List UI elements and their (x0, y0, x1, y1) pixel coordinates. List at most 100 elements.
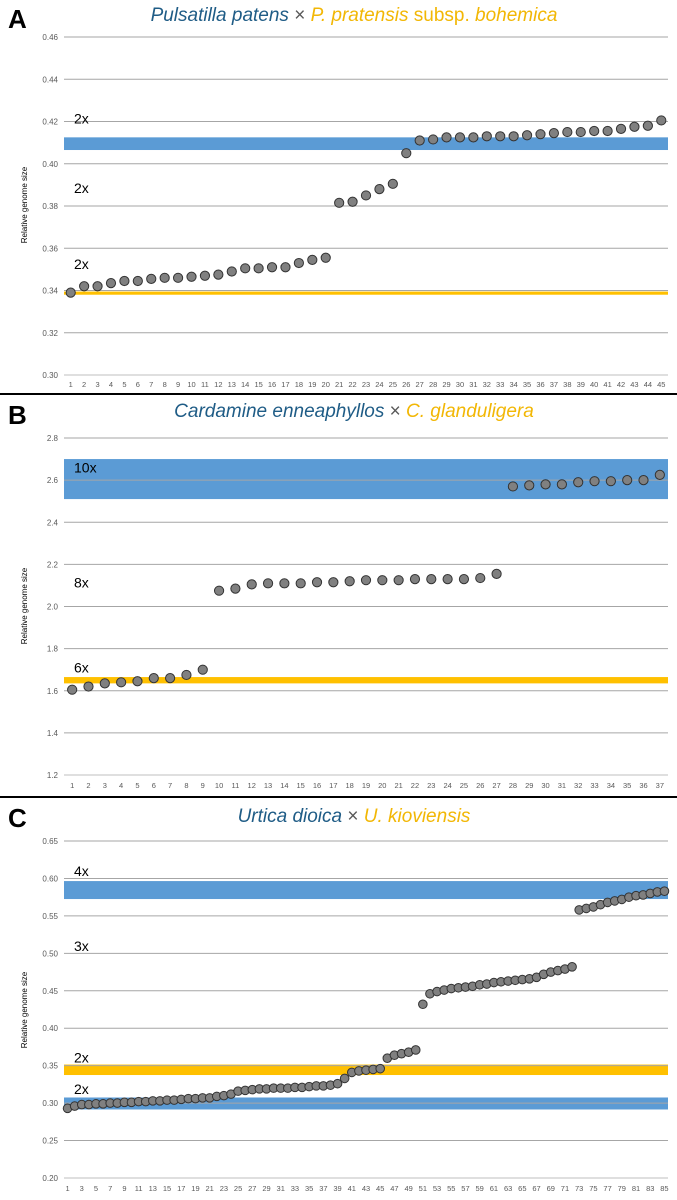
x-tick-label: 41 (348, 1184, 356, 1193)
y-tick-label: 1.4 (47, 729, 59, 738)
ploidy-band-yellow-1 (64, 291, 668, 295)
x-tick-label: 17 (281, 380, 289, 389)
x-tick-label: 11 (201, 380, 209, 389)
x-tick-label: 81 (632, 1184, 640, 1193)
x-tick-label: 9 (122, 1184, 126, 1193)
x-tick-label: 77 (603, 1184, 611, 1193)
x-tick-label: 7 (168, 781, 172, 790)
x-tick-label: 18 (295, 380, 303, 389)
x-tick-label: 21 (205, 1184, 213, 1193)
data-point (605, 476, 616, 487)
x-tick-label: 12 (214, 380, 222, 389)
data-point (418, 999, 428, 1010)
data-point (468, 132, 479, 143)
data-point (119, 275, 130, 287)
y-tick-label: 0.35 (42, 1062, 58, 1071)
x-tick-label: 34 (509, 380, 517, 389)
data-point (311, 577, 323, 588)
y-tick-label: 0.25 (42, 1137, 58, 1146)
x-tick-label: 7 (108, 1184, 112, 1193)
y-tick-label: 0.30 (42, 1099, 58, 1108)
ploidy-band-blue-0 (64, 459, 668, 500)
x-tick-label: 28 (429, 380, 437, 389)
x-tick-label: 35 (623, 781, 631, 790)
y-tick-label: 0.46 (42, 33, 58, 42)
x-tick-label: 10 (215, 781, 223, 790)
data-point (491, 568, 502, 579)
y-axis-label: Relative genome size (20, 166, 29, 243)
x-tick-label: 1 (69, 380, 73, 389)
x-tick-label: 31 (277, 1184, 285, 1193)
x-tick-label: 37 (319, 1184, 327, 1193)
data-point (521, 130, 533, 141)
data-point (401, 148, 412, 159)
data-point (213, 585, 225, 596)
x-tick-label: 63 (504, 1184, 512, 1193)
data-point (199, 270, 211, 281)
data-point (659, 886, 670, 896)
x-tick-label: 24 (443, 781, 451, 790)
data-point (186, 271, 197, 282)
data-point (344, 576, 355, 587)
data-point (226, 266, 237, 277)
x-tick-label: 27 (248, 1184, 256, 1193)
y-tick-label: 0.32 (42, 329, 58, 338)
data-point (279, 578, 290, 589)
data-point (524, 480, 535, 491)
x-tick-label: 5 (122, 380, 126, 389)
data-point (495, 131, 506, 142)
ploidy-annotation: 4x (74, 863, 89, 879)
x-tick-label: 25 (389, 380, 397, 389)
x-tick-label: 5 (135, 781, 139, 790)
x-tick-label: 6 (136, 380, 140, 389)
y-tick-label: 0.50 (42, 949, 58, 958)
y-tick-label: 2.2 (47, 560, 59, 569)
x-tick-label: 4 (119, 781, 123, 790)
chart-panel-b: B Cardamine enneaphyllos × C. glanduliger… (8, 400, 668, 790)
data-point (589, 125, 600, 137)
x-tick-label: 31 (469, 380, 477, 389)
data-point (374, 184, 385, 195)
x-tick-label: 4 (109, 380, 113, 389)
y-tick-label: 0.20 (42, 1174, 58, 1183)
x-tick-label: 13 (228, 380, 236, 389)
data-point (638, 475, 649, 486)
chart-title-part-3: subsp. (408, 5, 475, 26)
x-tick-label: 19 (308, 380, 316, 389)
y-tick-label: 0.44 (42, 75, 58, 84)
data-point (360, 190, 372, 201)
y-tick-label: 2.4 (47, 518, 59, 527)
x-tick-label: 28 (509, 781, 517, 790)
x-tick-label: 47 (390, 1184, 398, 1193)
x-tick-label: 25 (234, 1184, 242, 1193)
x-tick-label: 43 (362, 1184, 370, 1193)
data-point (240, 263, 251, 274)
data-point (656, 115, 667, 126)
x-tick-label: 1 (65, 1184, 69, 1193)
ploidy-annotation: 2x (74, 256, 89, 272)
data-point (387, 178, 398, 189)
data-point (79, 281, 90, 292)
data-point (508, 131, 519, 142)
x-tick-label: 83 (646, 1184, 654, 1193)
x-tick-label: 22 (411, 781, 419, 790)
chart-title: Cardamine enneaphyllos × C. glanduligera (174, 401, 534, 422)
x-tick-label: 19 (191, 1184, 199, 1193)
x-tick-label: 34 (607, 781, 615, 790)
x-tick-label: 29 (442, 380, 450, 389)
x-tick-label: 69 (547, 1184, 555, 1193)
x-tick-label: 13 (264, 781, 272, 790)
x-tick-label: 35 (523, 380, 531, 389)
x-tick-label: 67 (532, 1184, 540, 1193)
data-point (535, 129, 546, 140)
x-tick-label: 73 (575, 1184, 583, 1193)
data-point (328, 577, 339, 588)
chart-title-part-0: Cardamine enneaphyllos (174, 401, 385, 422)
data-point (642, 120, 653, 131)
x-tick-label: 24 (375, 380, 383, 389)
data-point (132, 676, 143, 687)
data-point (414, 135, 425, 146)
x-tick-label: 13 (149, 1184, 157, 1193)
x-tick-label: 16 (268, 380, 276, 389)
